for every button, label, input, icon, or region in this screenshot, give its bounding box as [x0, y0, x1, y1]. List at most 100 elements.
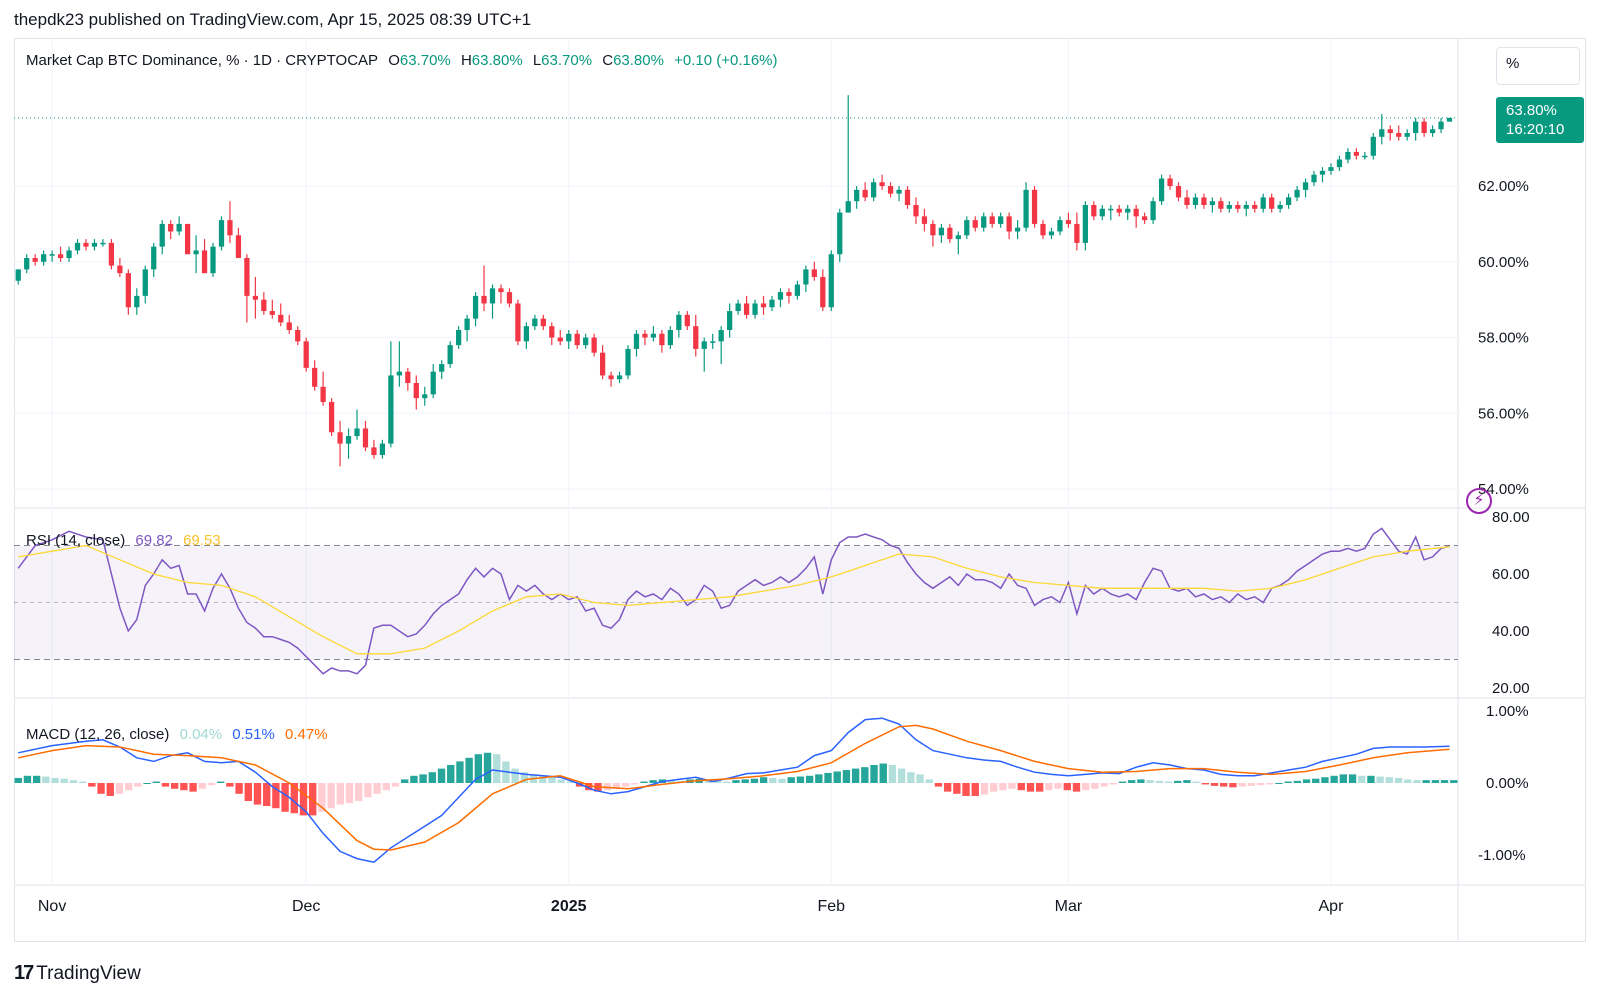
candle-body — [422, 394, 428, 399]
macd-histogram-bar — [465, 757, 473, 783]
macd-histogram-bar — [1284, 781, 1292, 783]
macd-histogram-bar — [78, 781, 87, 783]
macd-histogram-bar — [253, 783, 262, 805]
candle-body — [1048, 231, 1055, 236]
macd-histogram-bar — [290, 783, 298, 814]
tv-logo-icon: 17 — [14, 962, 34, 984]
candle-body — [481, 295, 487, 304]
candle-body — [1031, 189, 1038, 224]
candle-body — [989, 216, 995, 224]
macd-histogram-bar — [1302, 779, 1311, 783]
macd-histogram-bar — [1404, 779, 1412, 783]
macd-histogram-bar — [842, 770, 851, 783]
candle-body — [1014, 227, 1021, 232]
candle-body — [15, 269, 21, 281]
time-axis-tick-2025: 2025 — [551, 898, 587, 915]
lightning-icon[interactable]: ⚡ — [1466, 488, 1492, 514]
candle-body — [1192, 197, 1199, 205]
candle-body — [574, 333, 580, 346]
candle-body — [1218, 201, 1224, 209]
macd-histogram-bar — [750, 778, 759, 783]
macd-histogram-bar — [1100, 783, 1108, 787]
scale-mode-button[interactable] — [1496, 47, 1580, 85]
candle-body — [1294, 189, 1300, 198]
rsi-axis-tick: 60.00 — [1492, 566, 1530, 583]
candle-body — [854, 189, 860, 202]
candle-body — [769, 299, 775, 308]
candle-body — [1413, 121, 1419, 134]
macd-histogram-bar — [51, 777, 59, 783]
macd-histogram-bar — [1293, 780, 1302, 783]
open-value: 63.70% — [399, 52, 451, 69]
macd-histogram-bar — [391, 783, 400, 787]
candle-body — [1158, 178, 1165, 202]
macd-histogram-bar — [1339, 774, 1348, 783]
candle-body — [32, 258, 38, 262]
macd-histogram-bar — [23, 775, 32, 783]
tradingview-logo[interactable]: 17 TradingView — [14, 962, 141, 985]
candle-body — [727, 311, 733, 330]
candle-body — [1116, 208, 1122, 213]
candle-body — [184, 223, 191, 255]
last-price-value: 63.80% — [1506, 102, 1557, 119]
macd-histogram-bar — [299, 783, 308, 816]
macd-legend-label[interactable]: MACD (12, 26, close) — [26, 726, 170, 743]
macd-histogram-bar — [60, 778, 68, 783]
candle-body — [1311, 174, 1317, 183]
candle-body — [862, 189, 868, 198]
macd-histogram-bar — [437, 768, 446, 783]
rsi-legend-label[interactable]: RSI (14, close) — [26, 532, 126, 549]
macd-histogram-bar — [999, 783, 1007, 791]
macd-histogram-bar — [1413, 780, 1421, 783]
candle-body — [540, 318, 546, 327]
macd-line — [18, 717, 1450, 864]
rsi-legend: RSI (14, close) 69.82 69.53 — [26, 532, 227, 549]
macd-histogram-bar — [943, 783, 952, 792]
macd-axis-tick: 1.00% — [1486, 703, 1529, 720]
candle-body — [489, 288, 496, 304]
macd-histogram-bar — [1017, 783, 1025, 791]
macd-histogram-bar — [649, 780, 657, 783]
rsi-value: 69.82 — [135, 532, 173, 549]
macd-histogram-bar — [1174, 780, 1182, 783]
macd-histogram-bar — [824, 772, 832, 783]
candle-body — [1142, 216, 1148, 221]
candle-body — [24, 258, 30, 270]
macd-histogram-bar — [1321, 777, 1329, 783]
macd-histogram-bar — [1146, 780, 1154, 783]
macd-histogram-bar — [235, 783, 243, 794]
macd-histogram-bar — [1330, 775, 1338, 783]
candle-body — [168, 223, 174, 232]
symbol-title[interactable]: Market Cap BTC Dominance, % · 1D · CRYPT… — [26, 52, 379, 69]
candle-body — [964, 220, 970, 236]
candle-body — [1040, 223, 1046, 236]
publisher-line: thepdk23 published on TradingView.com, A… — [14, 10, 532, 29]
candle-body — [1269, 197, 1275, 209]
macd-histogram-bar — [879, 763, 887, 783]
macd-histogram-bar — [1091, 783, 1099, 789]
price-axis-tick: 58.00% — [1478, 330, 1529, 347]
macd-histogram-bar — [520, 772, 529, 783]
price-axis-tick: 62.00% — [1478, 178, 1529, 195]
macd-histogram-bar — [916, 774, 924, 783]
candle-body — [1167, 178, 1173, 187]
macd-histogram-bar — [336, 783, 344, 805]
macd-signal-value: 0.47% — [285, 726, 328, 743]
time-axis-tick-mar: Mar — [1055, 898, 1083, 915]
candle-body — [710, 341, 716, 343]
candle-body — [218, 220, 225, 247]
candle-body — [803, 269, 809, 285]
candle-body — [811, 269, 817, 277]
macd-axis-tick: -1.00% — [1478, 847, 1526, 864]
candle-body — [845, 201, 851, 213]
macd-histogram-bar — [244, 783, 252, 801]
macd-histogram-bar — [897, 768, 906, 783]
candle-body — [998, 216, 1004, 224]
open-label: O — [388, 52, 400, 69]
candle-body — [295, 329, 301, 342]
macd-histogram-bar — [226, 783, 234, 787]
candle-body — [1184, 197, 1190, 205]
macd-value: 0.51% — [232, 726, 275, 743]
high-value: 63.80% — [471, 52, 523, 69]
